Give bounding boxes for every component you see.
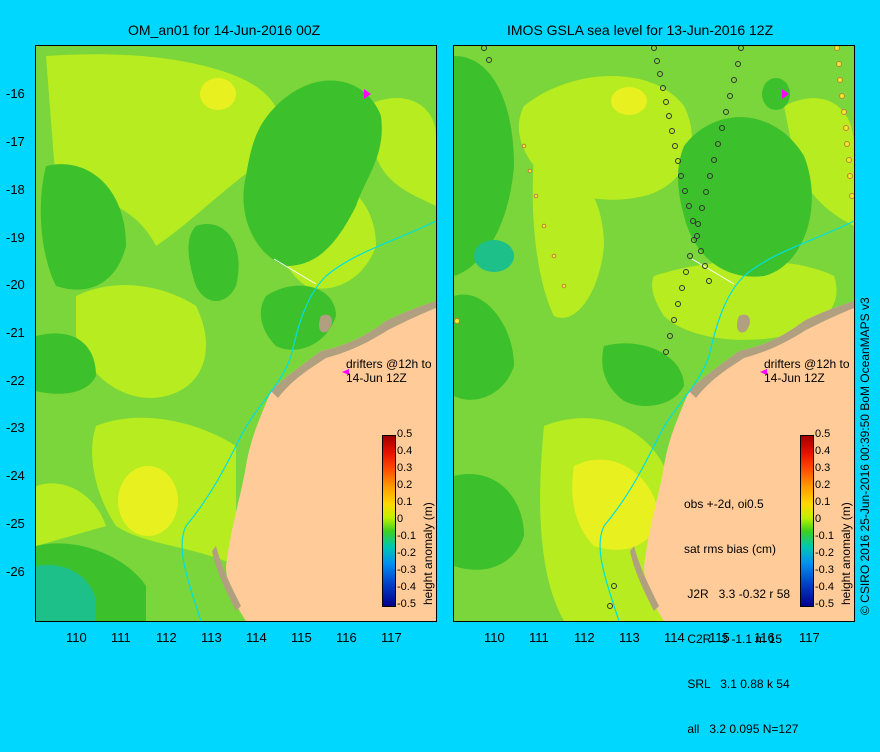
left-map-field bbox=[36, 46, 436, 621]
colorbar-tick: 0.5 bbox=[815, 428, 831, 440]
y-tick-label: -22 bbox=[6, 373, 25, 388]
left-drifter-note: drifters @12h to 14-Jun 12Z bbox=[346, 357, 432, 385]
colorbar-tick: -0.3 bbox=[815, 564, 834, 576]
x-tick-label: 116 bbox=[336, 630, 357, 645]
stats-line: C2R 3 -1.1 m 15 bbox=[684, 632, 783, 646]
right-map-field bbox=[454, 46, 854, 621]
right-drifter-note: drifters @12h to 14-Jun 12Z bbox=[764, 357, 850, 385]
y-tick-label: -17 bbox=[6, 134, 25, 149]
y-tick-label: -26 bbox=[6, 564, 25, 579]
stats-line: J2R 3.3 -0.32 r 58 bbox=[684, 587, 791, 601]
y-tick-label: -24 bbox=[6, 468, 25, 483]
colorbar-tick: 0.4 bbox=[397, 445, 413, 457]
left-map-panel bbox=[35, 45, 437, 622]
colorbar-tick: -0.1 bbox=[815, 530, 834, 542]
colorbar-tick: 0.1 bbox=[397, 496, 413, 508]
x-tick-label: 116 bbox=[754, 630, 775, 645]
left-colorbar-title: height anomaly (m) bbox=[421, 502, 435, 605]
colorbar-tick: -0.5 bbox=[397, 598, 416, 610]
right-drifter-marker bbox=[782, 89, 789, 99]
colorbar-tick: 0.3 bbox=[397, 462, 413, 474]
colorbar-tick: -0.4 bbox=[815, 581, 834, 593]
x-tick-label: 114 bbox=[664, 630, 685, 645]
credit-text: © CSIRO 2016 25-Jun-2016 00:39:50 BoM Oc… bbox=[858, 297, 872, 615]
left-map-title: OM_an01 for 14-Jun-2016 00Z bbox=[128, 22, 321, 38]
drifter-note-line: 14-Jun 12Z bbox=[764, 371, 825, 385]
x-tick-label: 113 bbox=[201, 630, 222, 645]
colorbar-tick: 0 bbox=[397, 513, 404, 525]
y-tick-label: -16 bbox=[6, 86, 25, 101]
x-tick-label: 117 bbox=[799, 630, 820, 645]
y-tick-label: -20 bbox=[6, 277, 25, 292]
y-tick-label: -21 bbox=[6, 325, 25, 340]
x-tick-label: 113 bbox=[619, 630, 640, 645]
x-tick-label: 110 bbox=[484, 630, 505, 645]
left-drifter-legend-marker bbox=[342, 369, 349, 375]
stats-line: all 3.2 0.095 N=127 bbox=[684, 722, 799, 736]
right-drifter-legend-marker bbox=[760, 369, 767, 375]
colorbar-tick: -0.2 bbox=[815, 547, 834, 559]
colorbar-tick: -0.2 bbox=[397, 547, 416, 559]
colorbar-tick: 0.1 bbox=[815, 496, 831, 508]
left-drifter-marker bbox=[364, 89, 371, 99]
right-colorbar bbox=[800, 435, 814, 607]
x-tick-label: 115 bbox=[291, 630, 312, 645]
observation-stats: obs +-2d, oi0.5 sat rms bias (cm) J2R 3.… bbox=[684, 467, 798, 752]
x-tick-label: 110 bbox=[66, 630, 87, 645]
y-tick-label: -19 bbox=[6, 230, 25, 245]
drifter-note-line: drifters @12h to bbox=[764, 357, 850, 371]
right-map-panel bbox=[453, 45, 855, 622]
x-tick-label: 112 bbox=[156, 630, 177, 645]
y-tick-label: -18 bbox=[6, 182, 25, 197]
stats-line: sat rms bias (cm) bbox=[684, 542, 777, 556]
colorbar-tick: -0.3 bbox=[397, 564, 416, 576]
colorbar-tick: -0.4 bbox=[397, 581, 416, 593]
satellite-track-observations bbox=[481, 46, 744, 609]
x-tick-label: 112 bbox=[574, 630, 595, 645]
right-colorbar-title: height anomaly (m) bbox=[839, 502, 853, 605]
stats-line: obs +-2d, oi0.5 bbox=[684, 497, 764, 511]
x-tick-label: 115 bbox=[709, 630, 730, 645]
left-colorbar bbox=[382, 435, 396, 607]
drifter-note-line: drifters @12h to bbox=[346, 357, 432, 371]
colorbar-tick: 0.2 bbox=[397, 479, 413, 491]
x-tick-label: 111 bbox=[111, 630, 131, 645]
colorbar-tick: 0.2 bbox=[815, 479, 831, 491]
x-tick-label: 111 bbox=[529, 630, 549, 645]
y-tick-label: -25 bbox=[6, 516, 25, 531]
colorbar-tick: -0.1 bbox=[397, 530, 416, 542]
colorbar-tick: 0.3 bbox=[815, 462, 831, 474]
right-map-title: IMOS GSLA sea level for 13-Jun-2016 12Z bbox=[507, 22, 774, 38]
drifter-note-line: 14-Jun 12Z bbox=[346, 371, 407, 385]
colorbar-tick: 0 bbox=[815, 513, 822, 525]
x-tick-label: 114 bbox=[246, 630, 267, 645]
x-tick-label: 117 bbox=[381, 630, 402, 645]
colorbar-tick: 0.5 bbox=[397, 428, 413, 440]
colorbar-tick: 0.4 bbox=[815, 445, 831, 457]
colorbar-tick: -0.5 bbox=[815, 598, 834, 610]
y-tick-label: -23 bbox=[6, 420, 25, 435]
stats-line: SRL 3.1 0.88 k 54 bbox=[684, 677, 790, 691]
